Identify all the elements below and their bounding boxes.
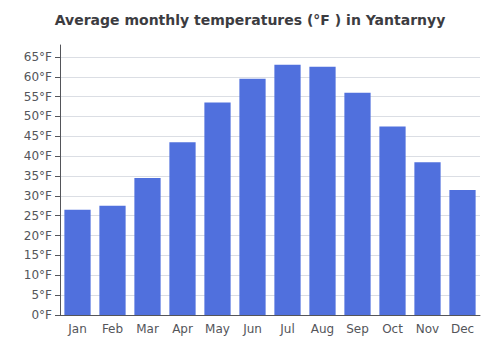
svg-text:30°F: 30°F bbox=[24, 189, 52, 203]
svg-text:10°F: 10°F bbox=[24, 268, 52, 282]
svg-text:50°F: 50°F bbox=[24, 109, 52, 123]
svg-text:Oct: Oct bbox=[382, 322, 403, 336]
svg-text:Mar: Mar bbox=[136, 322, 159, 336]
svg-text:60°F: 60°F bbox=[24, 70, 52, 84]
svg-text:Aug: Aug bbox=[311, 322, 334, 336]
svg-text:5°F: 5°F bbox=[31, 288, 52, 302]
svg-text:20°F: 20°F bbox=[24, 229, 52, 243]
svg-text:Jul: Jul bbox=[279, 322, 294, 336]
svg-text:May: May bbox=[205, 322, 230, 336]
svg-text:0°F: 0°F bbox=[31, 308, 52, 322]
svg-text:Nov: Nov bbox=[416, 322, 439, 336]
svg-text:Dec: Dec bbox=[451, 322, 474, 336]
svg-text:Average monthly temperatures (: Average monthly temperatures (°F ) in Ya… bbox=[55, 12, 446, 28]
svg-text:Apr: Apr bbox=[172, 322, 193, 336]
svg-text:35°F: 35°F bbox=[24, 169, 52, 183]
svg-text:Jun: Jun bbox=[242, 322, 262, 336]
svg-text:55°F: 55°F bbox=[24, 90, 52, 104]
svg-text:40°F: 40°F bbox=[24, 149, 52, 163]
svg-text:Jan: Jan bbox=[67, 322, 87, 336]
svg-text:65°F: 65°F bbox=[24, 50, 52, 64]
svg-text:15°F: 15°F bbox=[24, 248, 52, 262]
svg-text:45°F: 45°F bbox=[24, 129, 52, 143]
svg-text:25°F: 25°F bbox=[24, 209, 52, 223]
svg-text:Feb: Feb bbox=[102, 322, 123, 336]
svg-text:Sep: Sep bbox=[346, 322, 369, 336]
